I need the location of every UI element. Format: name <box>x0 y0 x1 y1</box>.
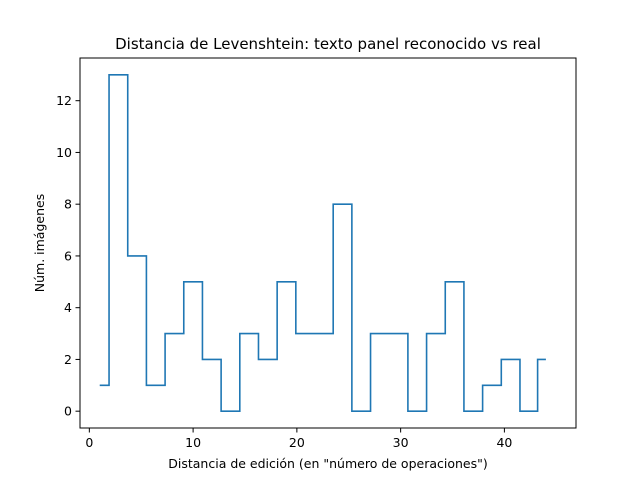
x-tick-label: 40 <box>496 435 512 450</box>
x-tick-label: 0 <box>85 435 93 450</box>
y-tick-label: 2 <box>64 352 72 367</box>
x-tick-label: 20 <box>289 435 305 450</box>
x-tick-label: 30 <box>393 435 409 450</box>
y-tick-label: 12 <box>56 93 72 108</box>
y-tick-label: 0 <box>64 404 72 419</box>
plot-marks <box>99 74 546 412</box>
y-axis: 0 2 4 6 8 10 12 <box>56 93 80 419</box>
chart-title: Distancia de Levenshtein: texto panel re… <box>115 35 541 53</box>
y-tick-label: 4 <box>64 300 72 315</box>
plot-frame <box>79 57 577 429</box>
y-tick-label: 10 <box>56 145 72 160</box>
x-axis-title: Distancia de edición (en "número de oper… <box>168 456 487 471</box>
x-axis: 0 10 20 30 40 <box>85 428 512 450</box>
y-tick-label: 8 <box>64 197 72 212</box>
plot-area <box>80 58 576 428</box>
y-tick-label: 6 <box>64 248 72 263</box>
series-step-line <box>99 74 546 412</box>
y-axis-title: Núm. imágenes <box>32 194 47 292</box>
x-tick-label: 10 <box>185 435 201 450</box>
